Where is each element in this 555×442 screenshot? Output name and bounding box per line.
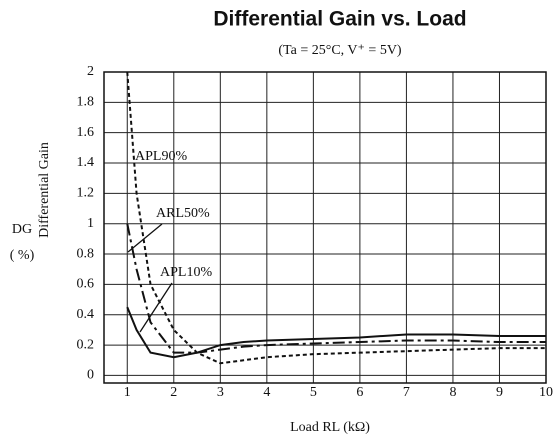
x-tick-label: 1: [124, 385, 131, 400]
series-line: [126, 71, 546, 365]
series-label: ARL50%: [156, 206, 210, 221]
series-label: APL10%: [160, 265, 212, 280]
x-tick-label: 8: [449, 385, 456, 400]
y-axis-unit: ( %): [10, 248, 35, 263]
x-tick-label: 3: [217, 385, 224, 400]
y-tick-label: 1.8: [77, 95, 95, 110]
leader-line: [127, 223, 163, 253]
x-tick-label: 9: [496, 385, 503, 400]
y-tick-label: 1.4: [77, 155, 95, 170]
y-tick-label: 1.6: [77, 125, 95, 140]
x-tick-label: 7: [403, 385, 410, 400]
y-tick-label: 1: [87, 216, 94, 231]
series-line: [126, 306, 546, 359]
y-tick-label: 0.2: [77, 337, 95, 352]
chart-title: Differential Gain vs. Load: [213, 8, 466, 31]
leader-line: [139, 282, 173, 333]
x-axis-label: Load RL (kΩ): [290, 420, 370, 435]
x-tick-label: 5: [310, 385, 317, 400]
x-tick-label: 10: [539, 385, 553, 400]
series-line: [126, 223, 546, 354]
x-tick-label: 2: [170, 385, 177, 400]
y-axis-label: DG: [12, 222, 32, 237]
chart-subtitle: (Ta = 25°C, V⁺ = 5V): [278, 43, 402, 58]
plot-frame: [103, 71, 547, 384]
y-tick-label: 1.2: [77, 186, 95, 201]
y-tick-label: 0.8: [77, 246, 95, 261]
y-tick-label: 0.6: [77, 277, 95, 292]
y-axis-label: Differential Gain: [37, 142, 52, 238]
y-tick-label: 2: [87, 64, 94, 79]
y-tick-label: 0.4: [77, 307, 95, 322]
x-tick-label: 4: [263, 385, 270, 400]
series-label: APL90%: [135, 149, 187, 164]
x-tick-label: 6: [356, 385, 363, 400]
y-tick-label: 0: [87, 368, 94, 383]
